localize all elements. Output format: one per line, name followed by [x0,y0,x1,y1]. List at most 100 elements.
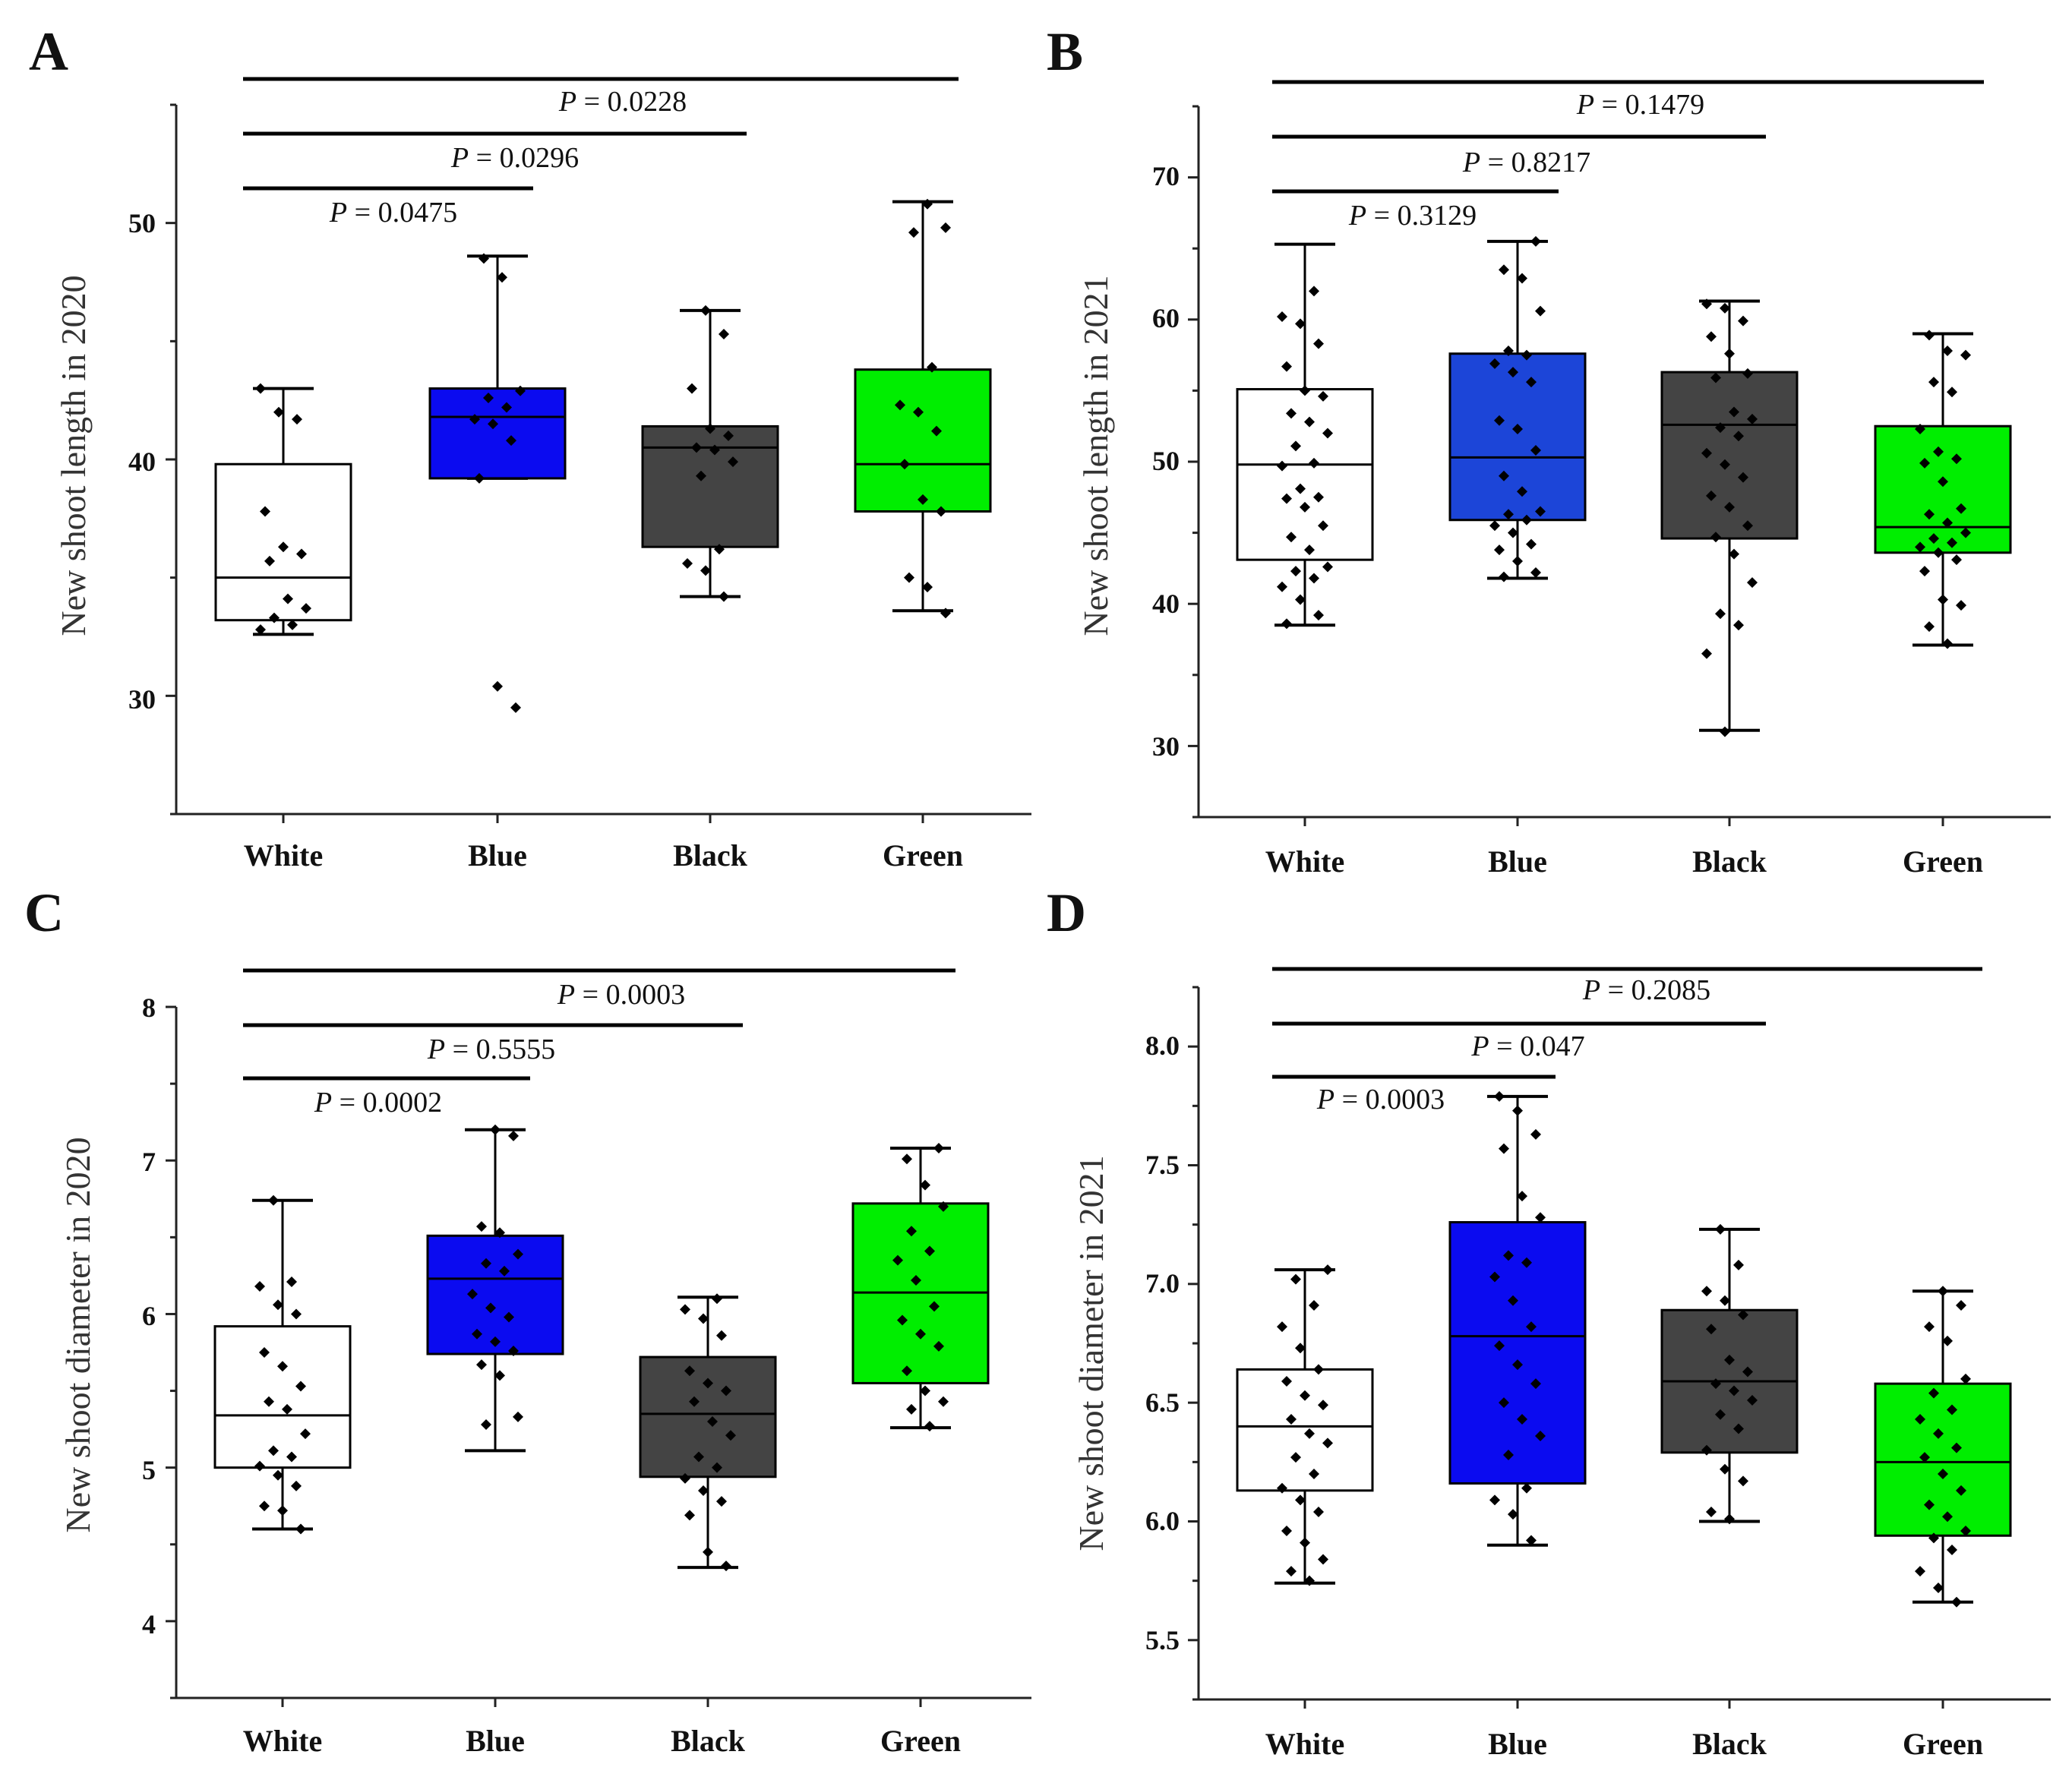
panel-c-data-point [707,1416,718,1427]
panel-d-data-point [1512,1359,1523,1371]
panel-c-data-point [291,1480,302,1491]
panel-b-p-value-label: P = 0.3129 [1348,200,1477,232]
panel-c-category-label: Green [880,1724,961,1758]
panel-d-data-point [1720,1295,1730,1306]
panel-d-data-point [1521,1257,1532,1268]
panel-a-y-axis-label: New shoot length in 2020 [54,275,93,636]
panel-c-data-point [467,1289,478,1300]
panel-c-data-point [938,1396,949,1407]
panel-b-p-value-label: P = 0.1479 [1576,89,1704,121]
panel-d-data-point [1489,1494,1500,1506]
panel-a-data-point [714,544,725,555]
panel-c-data-point [716,1496,727,1507]
panel-d-data-point [1309,1299,1319,1311]
panel-d-data-point [1290,1273,1301,1285]
panel-b-data-point [1277,581,1287,592]
panel-c-data-point [494,1227,505,1239]
panel-c-data-point [703,1377,713,1389]
panel-c-p-value-label: P = 0.0003 [557,979,685,1011]
panel-a-data-point [283,593,293,604]
panel-c-data-point [254,1460,265,1472]
panel-a: A New shoot length in 2020 50 40 30 Whit… [29,21,1031,873]
panel-a-data-point [705,423,715,434]
panel-c-data-point [499,1265,510,1277]
panel-c-box-black [639,1355,777,1478]
panel-b-data-point [1738,315,1748,327]
panel-c-data-point [490,1336,501,1347]
panel-a-data-point [469,414,480,425]
panel-b-y-tick-label: 30 [1152,731,1180,762]
panel-c-data-point [933,1340,944,1352]
panel-d-data-point [1960,1373,1971,1384]
panel-b-data-point [1710,532,1721,543]
panel-c-data-point [915,1328,926,1340]
panel-a-data-point [483,393,494,404]
panel-c-y-axis-label: New shoot diameter in 2020 [58,1137,97,1532]
panel-c-data-point [259,1347,270,1358]
panel-a-data-point [940,607,951,619]
panel-b-data-point [1521,349,1532,361]
panel-d-data-point [1277,1482,1287,1494]
panel-b-data-point [1942,638,1953,649]
panel-d-data-point [1701,1286,1712,1297]
panel-d-category-label: Green [1903,1727,1983,1761]
panel-d-data-point [1512,1105,1523,1116]
panel-b-data-point [1295,594,1306,605]
panel-c-data-point [920,1179,930,1191]
panel-b-data-point [1710,372,1721,383]
panel-c-data-point [259,1501,270,1512]
panel-b-data-point [1720,302,1730,314]
panel-c-box-white [213,1325,352,1469]
panel-b-data-point [1747,413,1758,424]
panel-d-data-point [1322,1437,1333,1449]
panel-b-data-point [1720,459,1730,470]
panel-c-data-point [277,1505,288,1516]
panel-a-data-point [515,385,526,396]
panel-c-data-point [286,1451,297,1463]
panel-c-data-point [725,1430,736,1441]
panel-d-data-point [1535,1212,1546,1223]
panel-c-data-point [920,1385,930,1396]
panel-c-data-point [295,1381,306,1392]
panel-b-data-point [1281,618,1292,630]
panel-a-data-point [691,442,702,453]
panel-b-y-tick-label: 50 [1152,446,1180,476]
panel-b: B New shoot length in 2021 70 60 50 40 3… [1047,21,2051,879]
panel-d-data-point [1277,1321,1287,1333]
panel-a-category-label: Black [673,838,748,873]
panel-d-data-point [1738,1309,1748,1321]
panel-b-category-label: Blue [1488,844,1547,879]
panel-a-data-point [260,506,270,517]
panel-b-y-axis-label: New shoot length in 2021 [1076,275,1115,636]
panel-c-data-point [698,1485,709,1496]
panel-c-data-point [906,1403,917,1415]
panel-c-data-point [472,1328,482,1340]
panel-d-data-point [1701,1444,1712,1456]
panel-d-data-point [1281,1376,1292,1387]
panel-d-data-point [1535,1430,1546,1441]
panel-b-data-point [1290,566,1301,577]
panel-d-y-axis-label: New shoot diameter in 2021 [1072,1155,1110,1551]
panel-b-data-point [1309,457,1319,469]
panel-d-data-point [1521,1482,1532,1494]
panel-d-data-point [1729,1385,1739,1396]
panel-d-data-point [1494,1090,1505,1102]
panel-c-data-point [902,1365,912,1377]
panel-c-data-point [892,1254,903,1266]
panel-a-data-point [922,198,933,210]
panel-d-data-point [1951,1442,1962,1453]
panel-a-data-point [719,591,729,602]
panel-a-data-point [292,414,302,425]
panel-d-data-point [1517,1414,1527,1425]
panel-d-data-point [1915,1414,1925,1425]
panel-a-data-point [687,383,697,394]
panel-d-y-tick-label: 7.0 [1145,1268,1180,1299]
panel-d-data-point [1517,1191,1527,1202]
panel-a-p-value-label: P = 0.0228 [558,86,687,118]
panel-d-data-point [1928,1532,1939,1544]
panel-a-data-point [287,619,298,630]
panel-d-data-point [1933,1583,1944,1594]
panel-b-data-point [1747,577,1758,589]
panel-b-data-point [1947,387,1957,398]
panel-c-data-point [254,1281,265,1292]
